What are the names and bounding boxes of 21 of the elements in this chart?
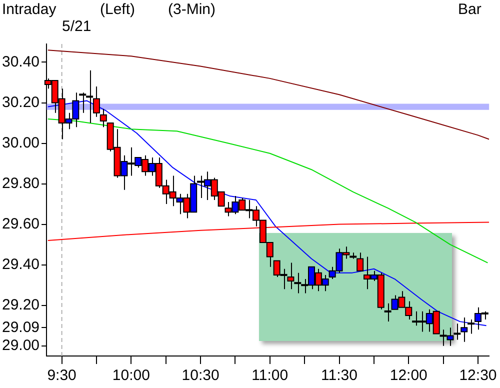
chart-title: Intraday — [2, 1, 56, 18]
text: Bar — [458, 1, 482, 18]
y-tick-label: 30.40 — [2, 53, 40, 70]
x-tick-label: 9:30 — [47, 367, 76, 384]
y-tick-label: 29.09 — [2, 318, 40, 336]
y-tick-label: 29.00 — [2, 337, 40, 354]
text: (3-Min) — [168, 1, 216, 18]
text: 5/21 — [62, 18, 92, 35]
y-tick-label: 29.80 — [2, 174, 40, 192]
x-tick-label: 12:30 — [459, 367, 497, 384]
x-tick-label: 10:00 — [112, 367, 150, 384]
text: (Left) — [100, 1, 136, 18]
y-tick-label: 30.20 — [2, 94, 40, 111]
x-tick-label: 12:00 — [390, 367, 428, 384]
x-tick-label: 10:30 — [182, 367, 220, 384]
y-tick-label: 30.00 — [2, 134, 40, 152]
x-tick-label: 11:00 — [252, 367, 288, 384]
y-tick-label: 29.40 — [2, 256, 40, 273]
y-tick-label: 29.60 — [2, 215, 40, 232]
y-tick-label: 29.20 — [2, 296, 40, 314]
x-tick-label: 11:30 — [321, 367, 358, 384]
